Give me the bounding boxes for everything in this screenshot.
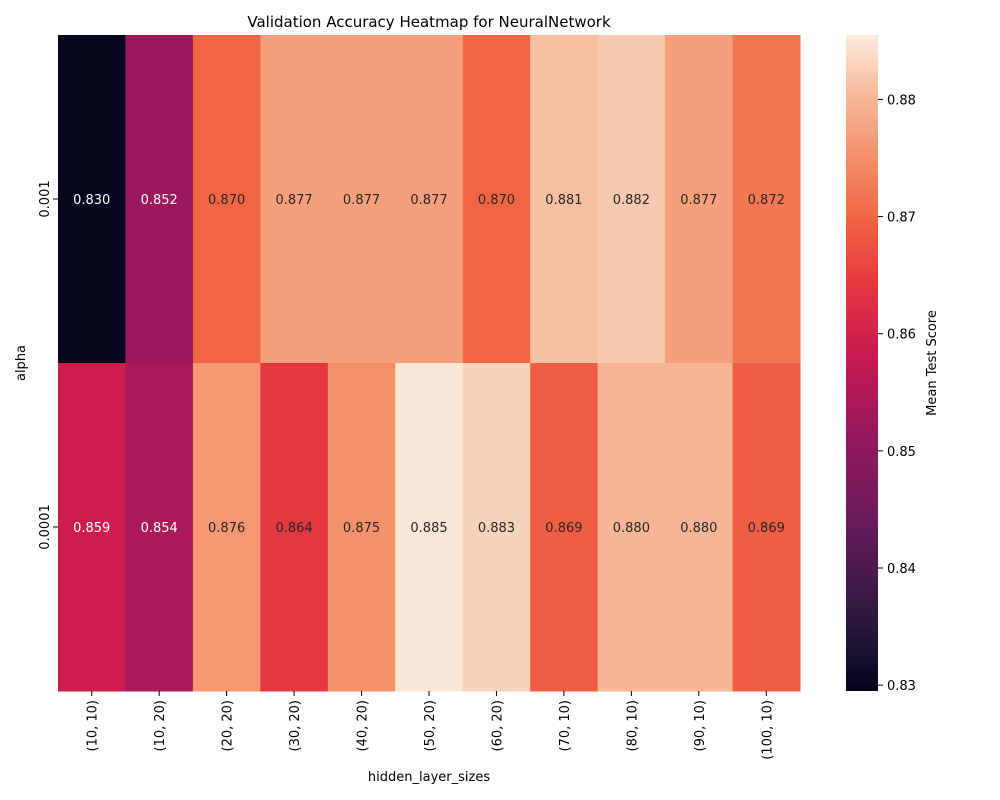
heatmap-cell (732, 35, 801, 364)
cell-value-label: 0.872 (748, 193, 785, 208)
x-tick-label: (60, 20) (490, 700, 505, 752)
cell-value-label: 0.876 (208, 521, 245, 536)
heatmap-cell (530, 363, 599, 692)
x-tick-label: (20, 20) (221, 700, 236, 752)
heatmap-cell (732, 363, 801, 692)
cell-value-label: 0.830 (73, 193, 110, 208)
cell-value-label: 0.880 (680, 521, 717, 536)
y-tick-label: 0.001 (38, 180, 53, 217)
cell-value-label: 0.859 (73, 521, 110, 536)
heatmap-cell-labels: 0.830 0.852 0.870 0.877 0.877 0.877 0.870 0.881… (73, 193, 785, 536)
heatmap-cell (665, 363, 734, 692)
heatmap-cell (395, 35, 464, 364)
cell-value-label: 0.854 (141, 521, 178, 536)
x-tick-label: (40, 20) (356, 700, 371, 752)
heatmap-cell (192, 363, 261, 692)
cell-value-label: 0.869 (545, 521, 582, 536)
x-tick-label: (30, 20) (288, 700, 303, 752)
colorbar-tick-label: 0.85 (887, 445, 916, 460)
x-axis-ticks: (10, 10) (10, 20) (20, 20) (30, 20) (40, 20)… (86, 691, 775, 760)
heatmap-cell (530, 35, 599, 364)
heatmap-cells (58, 35, 801, 692)
heatmap-cell (125, 35, 194, 364)
heatmap-cell (260, 35, 329, 364)
colorbar-tick-label: 0.87 (887, 211, 916, 226)
cell-value-label: 0.880 (613, 521, 650, 536)
cell-value-label: 0.877 (410, 193, 447, 208)
cell-value-label: 0.864 (275, 521, 312, 536)
heatmap-cell (597, 35, 666, 364)
heatmap-cell (665, 35, 734, 364)
heatmap-cell (395, 363, 464, 692)
cell-value-label: 0.870 (208, 193, 245, 208)
cell-value-label: 0.870 (478, 193, 515, 208)
x-tick-label: (80, 10) (625, 700, 640, 752)
y-axis-label: alpha (14, 345, 29, 381)
heatmap-cell (260, 363, 329, 692)
cell-value-label: 0.882 (613, 193, 650, 208)
x-tick-label: (50, 20) (423, 700, 438, 752)
cell-value-label: 0.869 (748, 521, 785, 536)
heatmap-cell (125, 363, 194, 692)
cell-value-label: 0.877 (680, 193, 717, 208)
colorbar-ticks: 0.83 0.84 0.85 0.86 0.87 0.88 (878, 93, 916, 694)
heatmap-cell (462, 35, 531, 364)
colorbar-label: Mean Test Score (925, 310, 940, 416)
colorbar-tick-label: 0.84 (887, 562, 916, 577)
heatmap-cell (327, 363, 396, 692)
cell-value-label: 0.883 (478, 521, 515, 536)
cell-value-label: 0.885 (410, 521, 447, 536)
heatmap-cell (462, 363, 531, 692)
heatmap-cell (327, 35, 396, 364)
colorbar (846, 35, 878, 691)
chart-title: Validation Accuracy Heatmap for NeuralNe… (247, 13, 611, 31)
x-axis-label: hidden_layer_sizes (368, 770, 490, 785)
x-tick-label: (70, 10) (558, 700, 573, 752)
x-tick-label: (90, 10) (693, 700, 708, 752)
cell-value-label: 0.881 (545, 193, 582, 208)
heatmap-cell (192, 35, 261, 364)
x-tick-label: (10, 10) (86, 700, 101, 752)
heatmap-cell (58, 35, 126, 364)
y-tick-label: 0.0001 (38, 504, 53, 550)
colorbar-tick-label: 0.83 (887, 679, 916, 694)
cell-value-label: 0.875 (343, 521, 380, 536)
cell-value-label: 0.877 (343, 193, 380, 208)
cell-value-label: 0.877 (275, 193, 312, 208)
colorbar-tick-label: 0.86 (887, 328, 916, 343)
x-tick-label: (100, 10) (760, 700, 775, 760)
cell-value-label: 0.852 (141, 193, 178, 208)
heatmap-cell (58, 363, 126, 692)
y-axis-ticks: 0.001 0.0001 (38, 180, 58, 550)
x-tick-label: (10, 20) (153, 700, 168, 752)
colorbar-tick-label: 0.88 (887, 93, 916, 108)
heatmap-cell (597, 363, 666, 692)
